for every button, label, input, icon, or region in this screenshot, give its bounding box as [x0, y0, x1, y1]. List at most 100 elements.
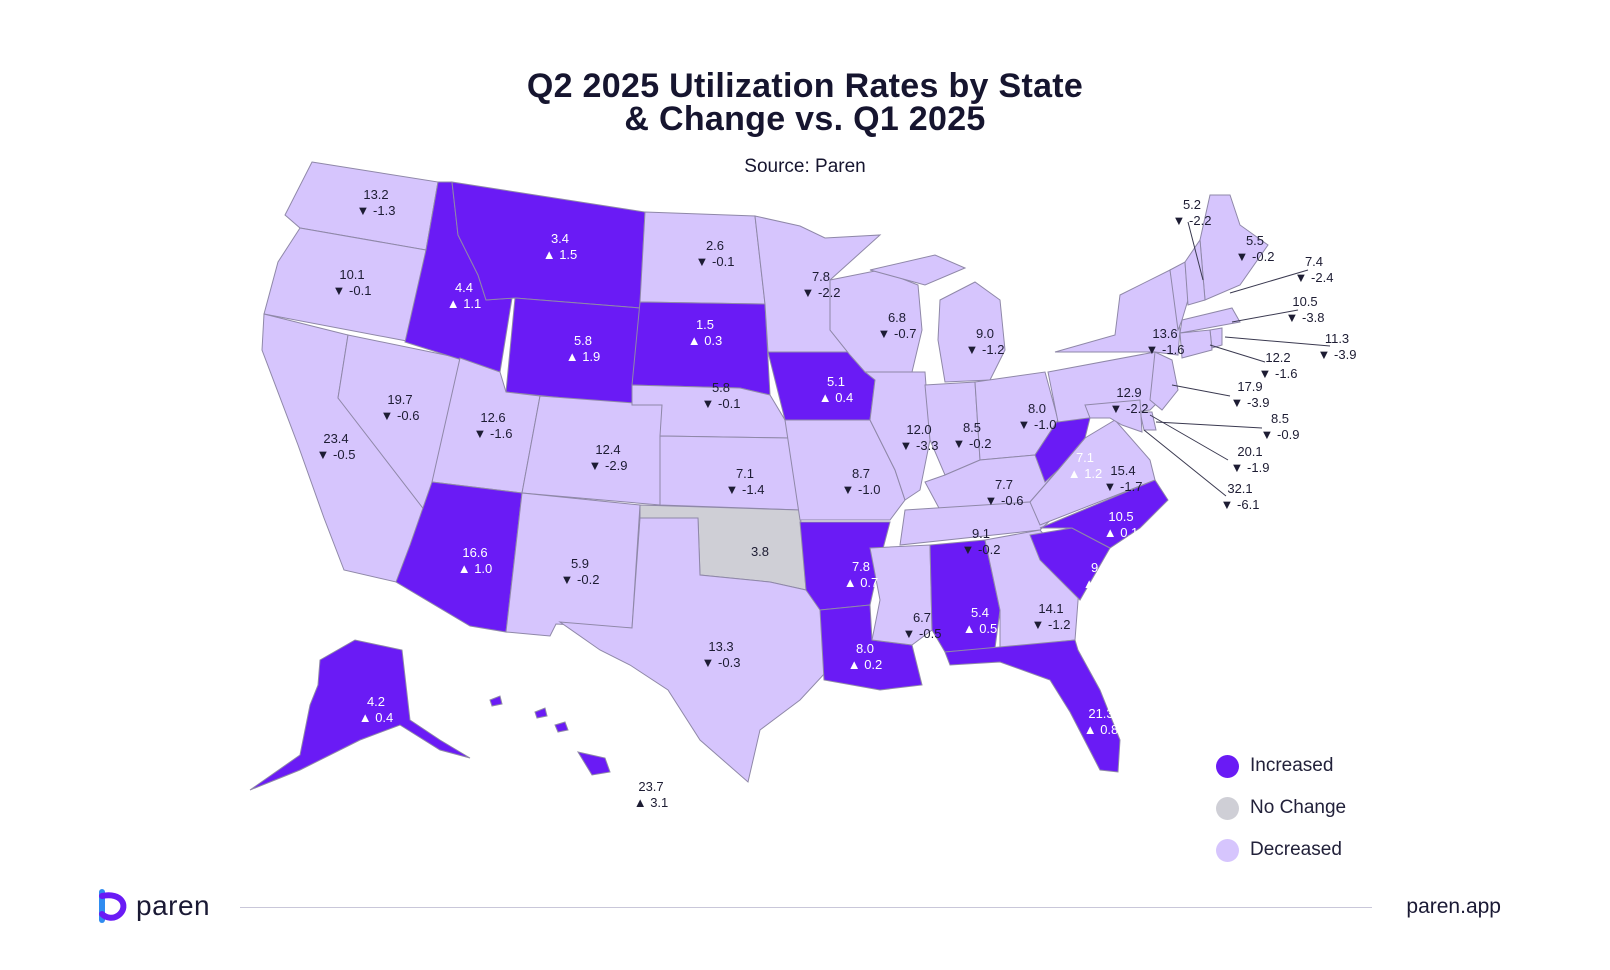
state-change-wv: ▲ 1.2	[1068, 466, 1103, 481]
state-value-sd: 1.5	[696, 317, 714, 332]
state-value-ia: 5.1	[827, 374, 845, 389]
state-nj	[1149, 351, 1179, 411]
state-value-va: 15.4	[1110, 463, 1135, 478]
state-value-ms: 6.7	[913, 610, 931, 625]
brand-name: paren	[136, 890, 211, 921]
state-ks	[659, 435, 801, 511]
state-value-wi: 6.8	[888, 310, 906, 325]
state-change-ny: ▼ -1.6	[1146, 342, 1185, 357]
state-value-ut: 12.6	[480, 410, 505, 425]
state-change-in: ▼ -0.2	[953, 436, 992, 451]
state-value-or: 10.1	[339, 267, 364, 282]
state-value-hi: 23.7	[638, 779, 663, 794]
state-change-nc: ▲ 0.1	[1104, 525, 1139, 540]
state-md	[1084, 399, 1143, 433]
state-value-co: 12.4	[595, 442, 620, 457]
state-me	[1199, 194, 1269, 301]
state-change-vt: ▼ -2.2	[1173, 213, 1212, 228]
state-value-tn: 9.1	[972, 526, 990, 541]
state-vt	[1169, 261, 1189, 332]
state-value-ar: 7.8	[852, 559, 870, 574]
state-change-la: ▲ 0.2	[848, 657, 883, 672]
state-change-ks: ▼ -1.4	[726, 482, 765, 497]
state-change-wi: ▼ -0.7	[878, 326, 917, 341]
state-value-ri: 11.3	[1325, 331, 1349, 346]
state-value-la: 8.0	[856, 641, 874, 656]
state-value-wy: 5.8	[574, 333, 592, 348]
state-change-ky: ▼ -0.6	[985, 493, 1024, 508]
state-change-il: ▼ -3.3	[900, 438, 939, 453]
state-value-ks: 7.1	[736, 466, 754, 481]
state-value-ga: 14.1	[1038, 601, 1063, 616]
state-value-mn: 7.8	[812, 269, 830, 284]
state-value-al: 5.4	[971, 605, 989, 620]
state-change-md: ▼ -1.9	[1231, 460, 1270, 475]
state-change-mi: ▼ -1.2	[966, 342, 1005, 357]
state-change-ri: ▼ -3.9	[1318, 347, 1357, 362]
state-value-ne: 5.8	[712, 380, 730, 395]
state-change-va: ▼ -1.7	[1104, 479, 1143, 494]
state-value-in: 8.5	[963, 420, 981, 435]
state-value-wa: 13.2	[363, 187, 388, 202]
legend-swatch-no-change	[1216, 796, 1239, 820]
state-value-nc: 10.5	[1108, 509, 1133, 524]
state-value-il: 12.0	[906, 422, 931, 437]
state-la	[819, 604, 923, 691]
state-ma	[1179, 307, 1241, 334]
state-change-ca: ▼ -0.5	[317, 447, 356, 462]
state-change-nd: ▼ -0.1	[696, 254, 735, 269]
state-change-ak: ▲ 0.4	[359, 710, 394, 725]
state-change-mt: ▲ 1.5	[543, 247, 578, 262]
leader-line-dc	[1143, 429, 1227, 497]
state-change-ar: ▲ 0.7	[844, 575, 879, 590]
state-change-nj: ▼ -3.9	[1231, 395, 1270, 410]
state-change-co: ▼ -2.9	[589, 458, 628, 473]
legend-item-increased: Increased	[1216, 745, 1346, 787]
state-change-ms: ▼ -0.5	[903, 626, 942, 641]
state-change-sc: ▲ 0.5	[1083, 576, 1118, 591]
state-value-ny: 13.6	[1152, 326, 1177, 341]
leader-line-ct	[1209, 344, 1266, 363]
state-value-ak: 4.2	[367, 694, 385, 709]
chart-title-line1: Q2 2025 Utilization Rates by State	[526, 67, 1084, 105]
state-value-ct: 12.2	[1265, 350, 1290, 365]
state-change-nh: ▼ -2.4	[1295, 270, 1334, 285]
state-value-nj: 17.9	[1237, 379, 1262, 394]
state-change-me: ▼ -0.2	[1236, 249, 1275, 264]
chart-title-line2: & Change vs. Q1 2025	[624, 100, 986, 138]
state-value-ma: 10.5	[1292, 294, 1317, 309]
state-change-mo: ▼ -1.0	[842, 482, 881, 497]
leader-line-md	[1149, 414, 1229, 461]
state-change-id: ▲ 1.1	[447, 296, 482, 311]
state-value-id: 4.4	[455, 280, 473, 295]
state-change-ga: ▼ -1.2	[1032, 617, 1071, 632]
state-va	[1029, 419, 1156, 526]
state-change-ct: ▼ -1.6	[1259, 366, 1298, 381]
legend-item-no-change: No Change	[1216, 787, 1346, 829]
state-value-me: 5.5	[1246, 233, 1264, 248]
state-change-wa: ▼ -1.3	[357, 203, 396, 218]
state-change-oh: ▼ -1.0	[1018, 417, 1057, 432]
state-value-nh: 7.4	[1305, 254, 1323, 269]
state-change-tx: ▼ -0.3	[702, 655, 741, 670]
site-url[interactable]: paren.app	[1406, 895, 1501, 918]
state-value-fl: 21.3	[1088, 706, 1113, 721]
state-value-nd: 2.6	[706, 238, 724, 253]
leader-line-vt	[1187, 221, 1204, 281]
state-value-nm: 5.9	[571, 556, 589, 571]
state-value-nv: 19.7	[387, 392, 412, 407]
state-value-tx: 13.3	[708, 639, 733, 654]
state-change-az: ▲ 1.0	[458, 561, 493, 576]
state-or	[263, 227, 427, 343]
state-value-pa: 12.9	[1116, 385, 1141, 400]
state-change-mn: ▼ -2.2	[802, 285, 841, 300]
state-value-de: 8.5	[1271, 411, 1289, 426]
state-value-mt: 3.4	[551, 231, 569, 246]
state-value-mo: 8.7	[852, 466, 870, 481]
chart-subtitle: Source: Paren	[744, 156, 866, 177]
state-hi	[489, 695, 611, 776]
state-change-hi: ▲ 3.1	[634, 795, 669, 810]
legend-swatch-decreased	[1216, 838, 1239, 862]
state-fl	[944, 639, 1121, 773]
